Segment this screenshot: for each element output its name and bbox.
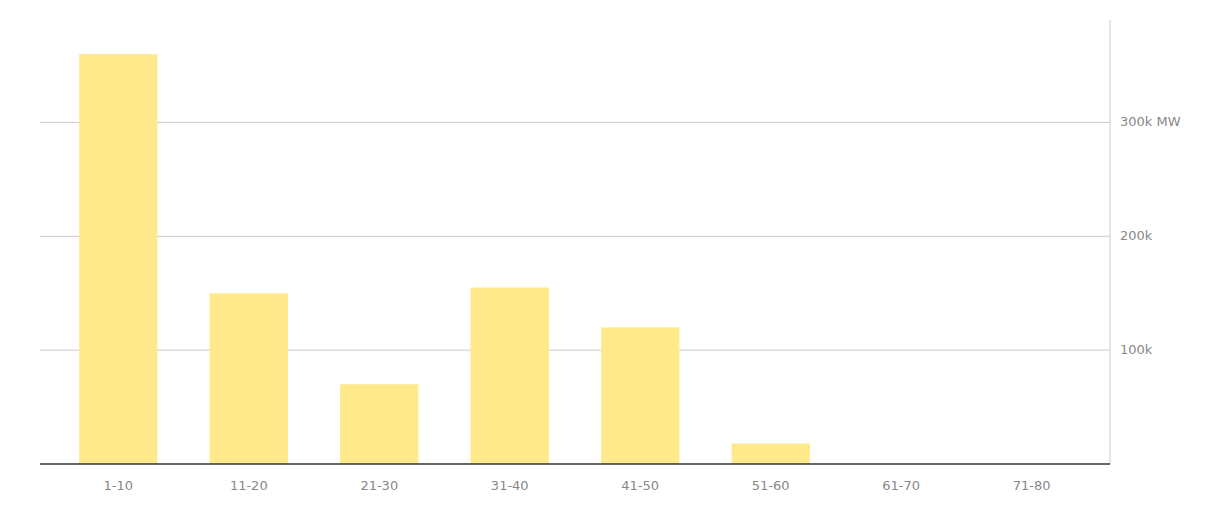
bar <box>471 288 549 464</box>
x-tick-label: 31-40 <box>491 478 529 493</box>
x-tick-label: 21-30 <box>360 478 398 493</box>
x-tick-label: 11-20 <box>230 478 268 493</box>
x-axis-line <box>40 463 1110 465</box>
y-tick-label: 300k MW <box>1120 114 1181 129</box>
x-tick-label: 71-80 <box>1013 478 1051 493</box>
x-ticks: 1-10 11-20 21-30 31-40 41-50 51-60 61-70 71-80 <box>104 478 1051 493</box>
y-axis-line <box>1110 20 1111 464</box>
grid-line <box>40 350 1110 351</box>
bar <box>340 384 418 464</box>
x-tick-label: 41-50 <box>621 478 659 493</box>
grid-line <box>40 122 1110 123</box>
y-ticks: 100k 200k 300k MW <box>1120 114 1181 357</box>
bar <box>732 444 810 464</box>
bar <box>79 54 157 464</box>
grid <box>40 122 1110 350</box>
bars <box>79 54 810 464</box>
x-tick-label: 1-10 <box>104 478 134 493</box>
y-tick-label: 100k <box>1120 342 1153 357</box>
chart-svg: 100k 200k 300k MW 1-10 11-20 21-30 31-40 41-50 5… <box>0 0 1220 520</box>
x-tick-label: 51-60 <box>752 478 790 493</box>
x-tick-label: 61-70 <box>882 478 920 493</box>
y-tick-label: 200k <box>1120 228 1153 243</box>
chart-container: 100k 200k 300k MW 1-10 11-20 21-30 31-40 41-50 5… <box>0 0 1220 520</box>
grid-line <box>40 236 1110 237</box>
bar <box>210 293 288 464</box>
bar <box>601 327 679 464</box>
